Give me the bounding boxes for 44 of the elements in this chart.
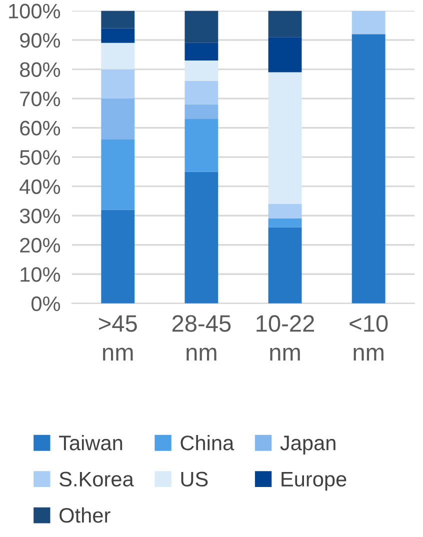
bar [268,218,302,228]
bar [268,227,302,304]
bar [268,37,302,72]
y-tick-label: 60% [20,120,60,136]
legend-label: Taiwan [59,435,122,450]
legend-label: US [181,472,208,487]
y-tick-label: 0% [32,296,60,312]
legend-label: Europe [282,472,346,491]
bar [184,10,218,43]
bar [268,10,302,38]
y-tick-label: 40% [20,179,60,194]
bar [101,42,135,70]
bar [184,60,218,81]
bar [352,10,386,34]
x-tick-label: >45 nm [99,315,137,360]
x-tick-label: <10 nm [350,315,388,360]
legend-label: S.Korea [60,472,134,487]
y-tick-label: 50% [20,150,60,165]
bar [101,28,135,43]
bar [184,172,218,304]
bar [101,69,135,99]
bar [268,72,302,204]
legend-label: Other [60,507,110,523]
bar [184,104,218,120]
bar [101,98,135,140]
bar [352,34,386,304]
x-tick-label: 10-22 nm [256,315,314,360]
bar [184,119,218,172]
x-tick-label: 28-45 nm [172,315,231,360]
y-tick-label: 80% [20,62,60,78]
y-tick-label: 10% [20,267,60,282]
bar [268,204,302,219]
legend-label: China [180,435,234,450]
y-tick-label: 90% [20,33,60,48]
y-tick-label: 30% [20,208,60,224]
bar [184,80,218,104]
bar [184,42,218,60]
bar [101,10,135,28]
legend-label: Japan [280,436,336,454]
bar [101,210,135,304]
bar [101,140,135,210]
y-tick-label: 100% [9,4,60,18]
y-tick-label: 20% [20,238,60,253]
y-tick-label: 70% [20,92,60,106]
